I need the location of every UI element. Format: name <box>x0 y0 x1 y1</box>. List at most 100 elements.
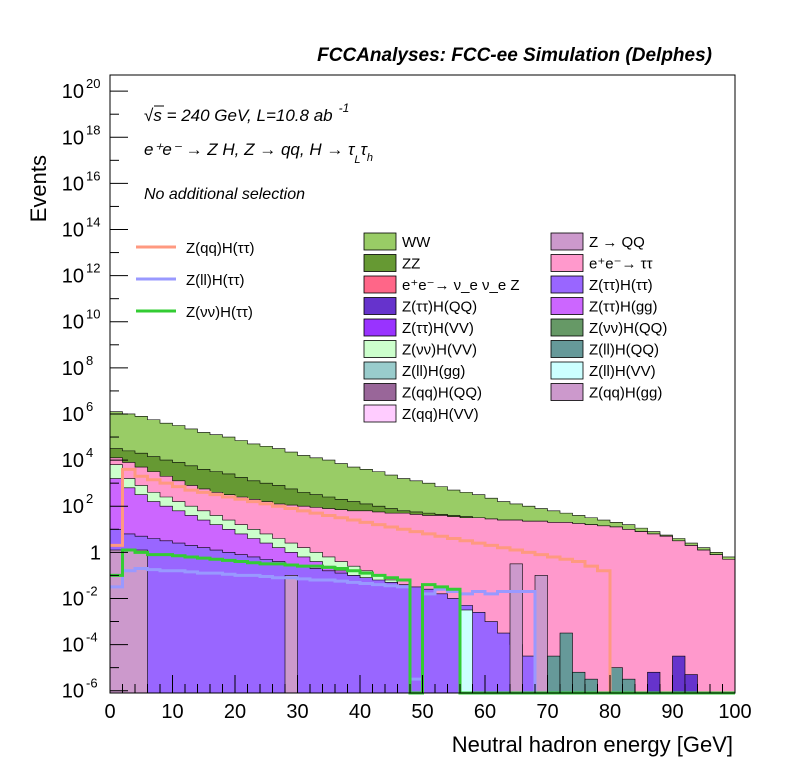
x-tick-label: 0 <box>104 701 115 723</box>
y-tick-exponent: 12 <box>86 261 100 276</box>
y-tick-label: 10 <box>62 127 84 149</box>
y-tick-label: 10 <box>62 173 84 195</box>
x-tick-label: 30 <box>286 701 308 723</box>
hist-bin <box>609 667 623 694</box>
legend-bkg-label: Z(ττ)H(QQ) <box>402 299 477 316</box>
legend-bkg-label: Z(ll)H(QQ) <box>589 342 659 359</box>
legend-bkg-label: Z(ll)H(gg) <box>402 363 465 380</box>
energy-text: s = 240 GeV, L=10.8 ab <box>153 106 332 125</box>
process-line: e⁺e⁻ → Z H, Z → qq, H → τLτh <box>144 140 373 166</box>
legend-bkg-swatch <box>550 383 584 401</box>
y-tick-label: 10 <box>62 266 84 288</box>
process-sub-h: h <box>367 152 373 164</box>
legend-bkg-label: Z(ll)H(VV) <box>589 363 656 380</box>
y-tick-label: 10 <box>62 496 84 518</box>
process-text: e⁺e⁻ → Z H, Z → qq, H → τ <box>144 140 356 159</box>
y-tick-exponent: -2 <box>86 583 98 598</box>
lumi-exponent: -1 <box>339 101 350 115</box>
y-tick-exponent: -4 <box>86 630 98 645</box>
hist-bin <box>622 678 636 694</box>
x-tick-label: 60 <box>474 701 496 723</box>
legend-bkg-swatch <box>550 318 584 337</box>
legend-bkg-label: Z(ττ)H(ττ) <box>589 277 653 294</box>
x-tick-label: 40 <box>349 701 371 723</box>
legend-signal-label: Z(νν)H(ττ) <box>186 304 253 321</box>
legend-signal: Z(qq)H(ττ) Z(ll)H(ττ) Z(νν)H(ττ) <box>136 240 255 321</box>
y-tick-label: 1 <box>90 542 101 564</box>
legend-background: WW ZZ e⁺e⁻→ ν_e ν_e Z Z(ττ)H(QQ) Z(ττ)H(VV) Z… <box>363 232 667 423</box>
y-tick-exponent: 6 <box>86 399 93 414</box>
signal-line-zqq <box>110 467 735 695</box>
y-tick-label: 10 <box>62 220 84 242</box>
hist-bin <box>684 674 698 694</box>
x-tick-label: 20 <box>224 701 246 723</box>
sqrt-symbol: √ <box>144 106 154 125</box>
x-tick-label: 80 <box>599 701 621 723</box>
legend-bkg-swatch <box>550 232 584 251</box>
legend-bkg-label: e⁺e⁻→ ττ <box>589 256 653 273</box>
y-tick-label: 10 <box>62 81 84 103</box>
hist-bin <box>647 671 661 694</box>
experiment-label: FCCAnalyses: FCC-ee Simulation (Delphes) <box>317 45 712 66</box>
process-sub-l: L <box>354 154 360 166</box>
legend-bkg-swatch <box>363 232 397 251</box>
legend-bkg-label: Z(qq)H(QQ) <box>402 385 482 402</box>
y-tick-exponent: 4 <box>86 445 93 460</box>
y-tick-label: 10 <box>62 450 84 472</box>
legend-bkg-swatch <box>363 361 397 380</box>
energy-line: √s = 240 GeV, L=10.8 ab -1 <box>144 101 349 125</box>
legend-signal-label: Z(qq)H(ττ) <box>186 240 255 257</box>
annotation-block: √s = 240 GeV, L=10.8 ab -1 e⁺e⁻ → Z H, Z … <box>144 101 373 203</box>
legend-bkg-label: Z(ττ)H(gg) <box>589 299 658 316</box>
hist-bin <box>547 655 561 694</box>
legend-bkg-label: ZZ <box>402 256 420 273</box>
x-tick-label: 70 <box>536 701 558 723</box>
legend-signal-label: Z(ll)H(ττ) <box>186 272 245 289</box>
legend-bkg-swatch <box>363 404 397 423</box>
y-tick-exponent: 14 <box>86 215 100 230</box>
legend-bkg-swatch <box>550 254 584 272</box>
y-tick-exponent: -6 <box>86 676 98 691</box>
hist-z-qq-bin <box>534 575 548 694</box>
y-tick-exponent: 2 <box>86 491 93 506</box>
legend-bkg-swatch <box>363 254 397 272</box>
hist-z-qq-bin <box>284 575 298 694</box>
x-axis-label: Neutral hadron energy [GeV] <box>452 732 733 757</box>
legend-bkg-label: Z(qq)H(gg) <box>589 385 662 402</box>
legend-bkg-label: Z(ττ)H(VV) <box>402 320 474 337</box>
y-tick-exponent: 18 <box>86 122 100 137</box>
x-tick-label: 10 <box>161 701 183 723</box>
hist-bin <box>572 671 586 694</box>
y-axis-label: Events <box>26 155 51 222</box>
legend-bkg-swatch <box>363 383 397 401</box>
y-tick-exponent: 20 <box>86 76 100 91</box>
legend-bkg-label: Z → QQ <box>589 234 645 251</box>
x-tick-label: 50 <box>411 701 433 723</box>
y-tick-label: 10 <box>62 635 84 657</box>
legend-bkg-label: Z(νν)H(QQ) <box>589 320 667 337</box>
legend-bkg-swatch <box>363 340 397 358</box>
y-tick-label: 10 <box>62 312 84 334</box>
hist-z-qq-bin <box>509 563 523 694</box>
hist-bin <box>584 678 598 694</box>
legend-bkg-swatch <box>550 340 584 358</box>
x-tick-label: 90 <box>661 701 683 723</box>
legend-bkg-swatch <box>550 297 584 315</box>
legend-bkg-label: Z(νν)H(VV) <box>402 342 477 359</box>
selection-note: No additional selection <box>144 186 305 203</box>
legend-bkg-swatch <box>363 275 397 294</box>
legend-bkg-swatch <box>363 297 397 315</box>
process-tau2: τ <box>361 140 369 159</box>
y-tick-label: 10 <box>62 681 84 703</box>
legend-bkg-label: e⁺e⁻→ ν_e ν_e Z <box>402 277 520 294</box>
legend-bkg-swatch <box>550 275 584 294</box>
x-tick-label: 100 <box>718 701 751 723</box>
hist-bin <box>559 632 573 694</box>
y-tick-label: 10 <box>62 588 84 610</box>
legend-bkg-label: WW <box>402 234 431 251</box>
y-tick-label: 10 <box>62 404 84 426</box>
hist-bin <box>459 609 473 694</box>
y-tick-exponent: 10 <box>86 307 100 322</box>
